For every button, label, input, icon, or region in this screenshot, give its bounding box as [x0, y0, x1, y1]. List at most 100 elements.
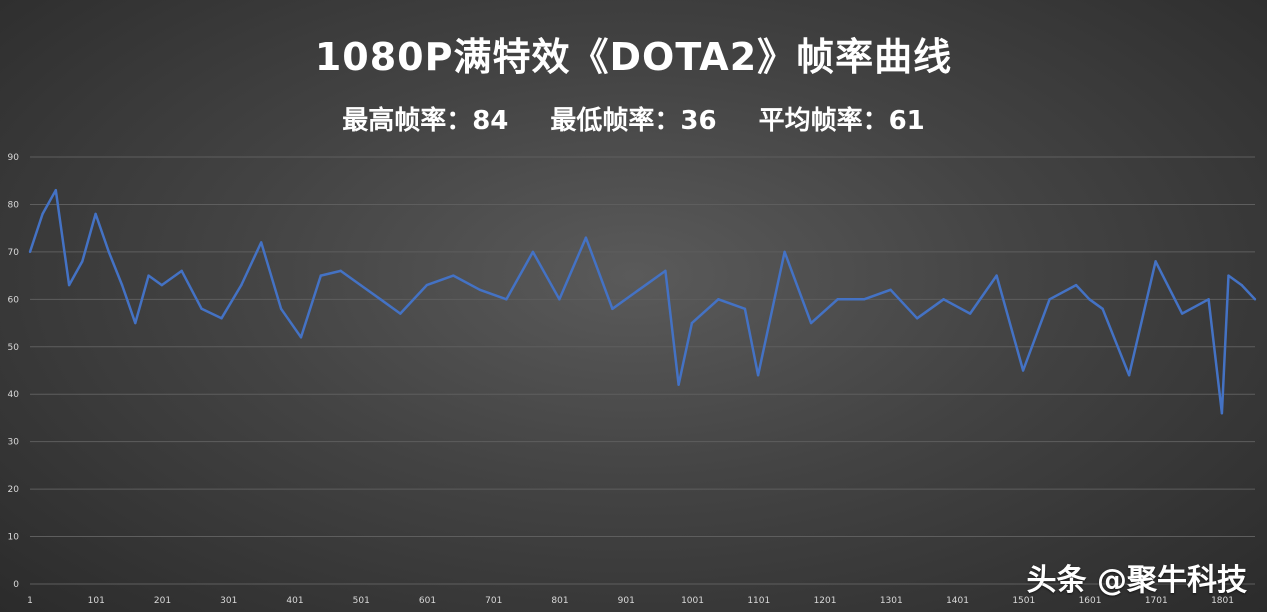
fps-data-point	[240, 283, 243, 287]
fps-data-point	[1227, 274, 1230, 277]
fps-data-point	[452, 274, 455, 277]
fps-data-point	[260, 241, 263, 244]
fps-data-point	[1207, 298, 1210, 301]
fps-data-point	[783, 250, 786, 254]
y-tick-label: 50	[8, 343, 20, 353]
fps-data-point	[664, 269, 667, 273]
fps-data-point	[1101, 307, 1104, 311]
fps-data-point	[1220, 412, 1224, 415]
x-tick-label: 301	[220, 596, 237, 606]
fps-data-point	[147, 274, 150, 277]
x-tick-label: 701	[485, 596, 502, 606]
x-tick-label: 801	[551, 596, 568, 606]
x-tick-label: 1801	[1211, 596, 1234, 606]
fps-data-point	[339, 269, 342, 273]
y-tick-label: 60	[8, 295, 20, 305]
x-axis-ticks: 1 101 201 301 401 501 601 701 801 901 1001 1101 1201…	[27, 596, 1234, 606]
fps-data-point	[1127, 374, 1131, 377]
series-layer	[28, 188, 1257, 415]
fps-data-point	[942, 298, 945, 301]
fps-data-point	[995, 274, 998, 277]
y-tick-label: 10	[8, 533, 20, 543]
fps-data-point	[81, 260, 84, 263]
x-tick-label: 1001	[681, 596, 704, 606]
fps-data-point	[1074, 283, 1078, 287]
fps-data-point	[120, 283, 124, 287]
fps-data-point	[836, 298, 839, 301]
fps-data-point	[1240, 283, 1243, 287]
fps-data-point	[1048, 298, 1051, 301]
fps-data-point	[968, 312, 972, 315]
fps-data-point	[611, 307, 614, 311]
fps-data-point	[1021, 369, 1025, 372]
x-tick-label: 401	[286, 596, 303, 606]
fps-data-point	[1180, 312, 1184, 315]
chart-title: 1080P满特效《DOTA2》帧率曲线	[314, 35, 953, 79]
fps-data-point	[41, 212, 44, 216]
fps-series-line	[28, 188, 1256, 415]
fps-data-point	[1154, 260, 1157, 263]
x-tick-label: 1601	[1079, 596, 1102, 606]
fps-data-point	[1088, 298, 1091, 301]
y-tick-label: 80	[8, 200, 20, 210]
watermark: 头条 @聚牛科技	[1026, 563, 1247, 598]
fps-data-point	[180, 269, 183, 273]
y-tick-label: 20	[8, 485, 20, 495]
fps-data-point	[67, 283, 71, 287]
y-axis-ticks: 0 10 20 30 40 50 60 70 80 90	[8, 153, 20, 590]
y-tick-label: 0	[13, 580, 19, 590]
fps-data-point	[28, 250, 32, 254]
fps-data-point	[558, 298, 561, 301]
fps-data-point	[637, 288, 641, 292]
fps-data-point	[743, 307, 747, 311]
x-tick-label: 1701	[1145, 596, 1168, 606]
fps-data-point	[425, 283, 429, 287]
x-tick-label: 1201	[814, 596, 837, 606]
stats-row: 最高帧率：84 最低帧率：36 平均帧率：61	[0, 100, 1267, 137]
fps-data-point	[690, 321, 694, 325]
fps-data-point	[299, 336, 303, 339]
x-tick-label: 1501	[1012, 596, 1035, 606]
fps-data-point	[134, 321, 137, 325]
fps-data-point	[505, 298, 508, 301]
fps-data-point	[399, 312, 402, 315]
fps-data-point	[584, 236, 588, 239]
fps-data-point	[319, 274, 323, 277]
fps-data-point	[200, 307, 203, 311]
y-tick-label: 40	[8, 390, 20, 400]
fps-data-point	[717, 298, 720, 301]
x-tick-label: 1301	[880, 596, 903, 606]
x-tick-label: 201	[154, 596, 171, 606]
fps-data-point	[756, 374, 760, 377]
fps-data-point	[160, 283, 164, 287]
fps-data-point	[107, 250, 111, 254]
x-tick-label: 601	[419, 596, 436, 606]
fps-data-point	[478, 288, 482, 292]
fps-data-point	[379, 298, 382, 301]
avg-fps-stat: 平均帧率：61	[758, 106, 925, 136]
gridlines	[30, 156, 1255, 585]
x-tick-label: 101	[88, 596, 105, 606]
fps-data-point	[279, 307, 283, 311]
fps-data-point	[809, 321, 813, 325]
fps-data-point	[220, 317, 223, 320]
y-tick-label: 70	[8, 248, 20, 258]
fps-data-point	[915, 317, 919, 320]
min-fps-stat: 最低帧率：36	[550, 106, 717, 136]
max-fps-stat: 最高帧率：84	[342, 106, 509, 136]
fps-data-point	[1253, 298, 1257, 301]
fps-data-point	[862, 298, 866, 301]
x-tick-label: 1101	[747, 596, 770, 606]
fps-data-point	[94, 212, 97, 216]
fps-data-point	[531, 250, 535, 254]
x-tick-label: 1401	[946, 596, 969, 606]
y-tick-label: 90	[8, 153, 20, 163]
x-tick-label: 1	[27, 596, 33, 606]
x-tick-label: 501	[353, 596, 370, 606]
fps-data-point	[359, 283, 362, 287]
fps-data-point	[54, 189, 58, 192]
x-tick-label: 901	[618, 596, 635, 606]
y-tick-label: 30	[8, 438, 20, 448]
fps-data-point	[889, 288, 892, 292]
